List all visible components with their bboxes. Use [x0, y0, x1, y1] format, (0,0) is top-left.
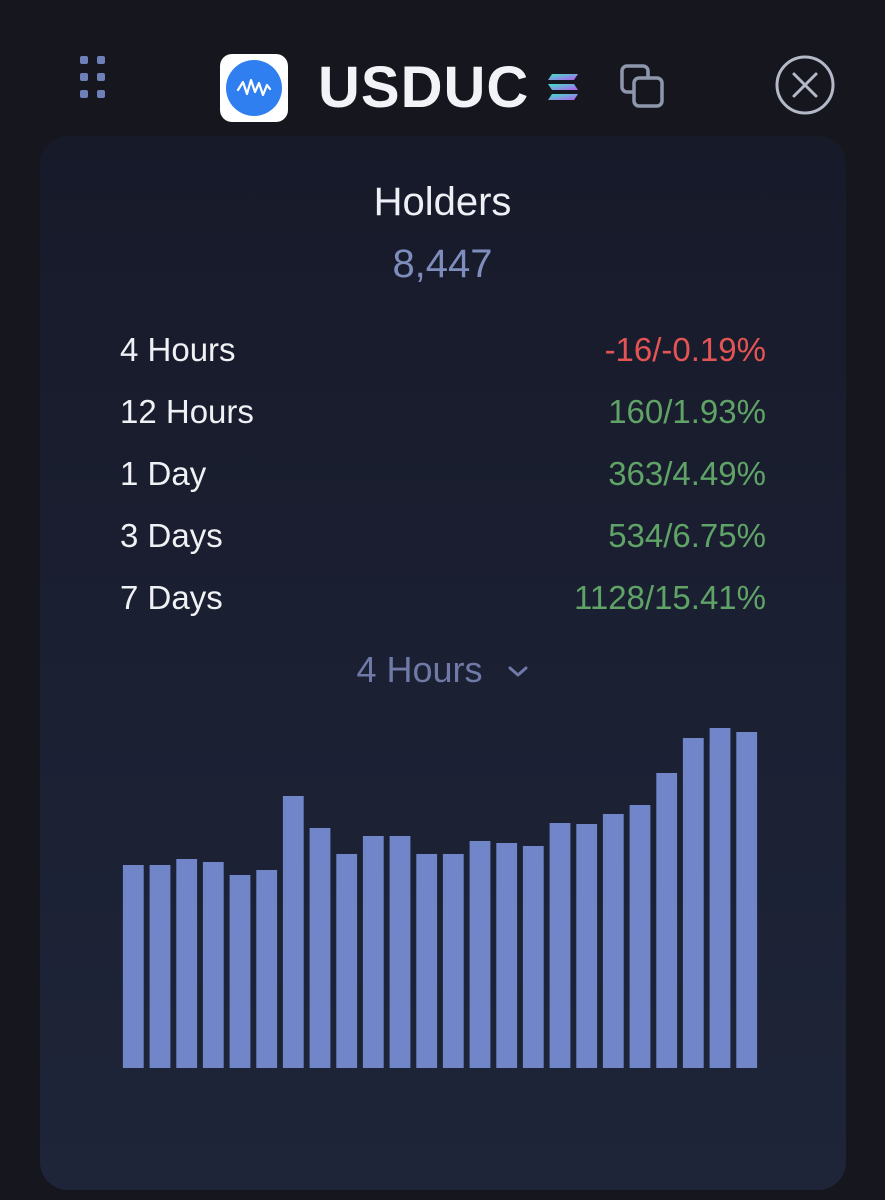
metric-title: Holders	[373, 180, 512, 224]
holder-change-list: 4 Hours -16/-0.19% 12 Hours 160/1.93% 1 …	[120, 326, 766, 636]
holders-bar-chart	[122, 728, 758, 1068]
stat-row-4-hours: 4 Hours -16/-0.19%	[120, 326, 766, 388]
close-icon[interactable]	[774, 54, 836, 116]
stat-value: 363/4.49%	[608, 455, 766, 492]
chart-bar	[522, 846, 544, 1068]
chart-bar	[682, 738, 704, 1068]
time-range-label: 4 Hours	[356, 649, 483, 690]
stat-label: 1 Day	[120, 455, 207, 492]
chart-bar	[602, 814, 624, 1068]
stat-value: 160/1.93%	[608, 393, 766, 430]
time-range-dropdown[interactable]: 4 Hours	[0, 646, 885, 694]
chart-bar	[229, 875, 251, 1068]
chart-bar	[496, 843, 518, 1068]
chart-bar	[416, 854, 438, 1068]
chart-bar	[442, 854, 464, 1068]
chart-bar	[576, 824, 598, 1068]
stat-value: 1128/15.41%	[573, 579, 766, 616]
stat-row-1-day: 1 Day 363/4.49%	[120, 450, 766, 512]
chart-bar	[149, 865, 171, 1068]
chart-bar	[336, 854, 358, 1068]
copy-icon[interactable]	[618, 62, 668, 112]
stat-label: 3 Days	[120, 517, 223, 554]
chart-bar	[282, 796, 304, 1068]
chart-bar	[656, 773, 678, 1068]
stat-value: 534/6.75%	[608, 517, 766, 554]
token-logo-icon	[220, 54, 288, 122]
chart-bar	[389, 836, 411, 1068]
drag-handle-icon[interactable]	[80, 56, 112, 104]
chart-bar	[122, 865, 144, 1068]
stat-row-3-days: 3 Days 534/6.75%	[120, 512, 766, 574]
chart-bar	[362, 836, 384, 1068]
chart-bar	[549, 823, 571, 1068]
holders-count: 8,447	[392, 242, 493, 286]
chart-bar	[469, 841, 491, 1068]
stat-label: 7 Days	[120, 579, 223, 616]
stat-value: -16/-0.19%	[604, 331, 766, 368]
chart-bar	[736, 732, 758, 1068]
solana-chain-icon	[548, 74, 578, 100]
stat-row-7-days: 7 Days 1128/15.41%	[120, 574, 766, 636]
stat-row-12-hours: 12 Hours 160/1.93%	[120, 388, 766, 450]
chart-bar	[709, 728, 731, 1068]
chevron-down-icon	[508, 666, 528, 677]
chart-bar	[309, 828, 331, 1068]
chart-bar	[629, 805, 651, 1068]
chart-bar	[202, 862, 224, 1068]
stat-label: 12 Hours	[120, 393, 254, 430]
chart-bar	[176, 859, 198, 1068]
chart-bar	[256, 870, 278, 1068]
token-name: USDUC	[318, 55, 530, 120]
stat-label: 4 Hours	[120, 331, 236, 368]
